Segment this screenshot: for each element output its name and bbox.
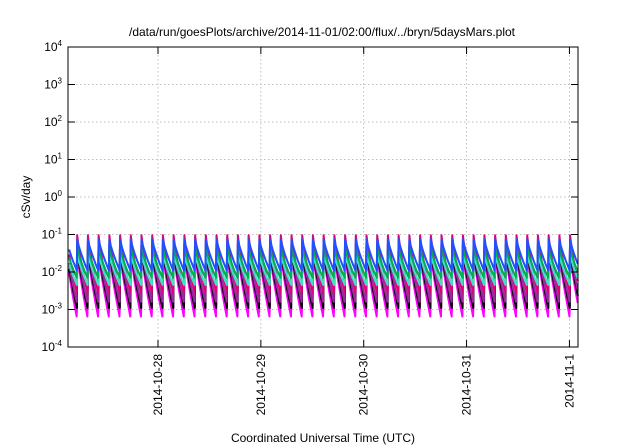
y-tick-exponent: 3	[58, 77, 63, 86]
y-axis-label: cSv/day	[19, 176, 33, 219]
x-tick-label: 2014-10-30	[357, 354, 371, 416]
series-lines	[68, 234, 579, 318]
y-tick-exponent: -2	[55, 264, 63, 273]
series-line	[68, 238, 579, 272]
y-tick-exponent: 4	[58, 39, 63, 48]
chart-title: /data/run/goesPlots/archive/2014-11-01/0…	[129, 25, 516, 39]
y-tick-exponent: 2	[58, 114, 63, 123]
y-tick-exponent: -3	[55, 302, 63, 311]
x-tick-label: 2014-10-31	[460, 354, 474, 416]
y-tick-exponent: -4	[55, 339, 63, 348]
x-tick-label: 2014-10-29	[254, 354, 268, 416]
x-axis-label: Coordinated Universal Time (UTC)	[231, 431, 415, 445]
y-tick-exponent: 0	[58, 189, 63, 198]
x-tick-label: 2014-10-28	[151, 354, 165, 416]
x-tick-label: 2014-11-1	[562, 354, 576, 408]
y-tick-exponent: 1	[58, 152, 63, 161]
y-tick-exponent: -1	[55, 227, 63, 236]
